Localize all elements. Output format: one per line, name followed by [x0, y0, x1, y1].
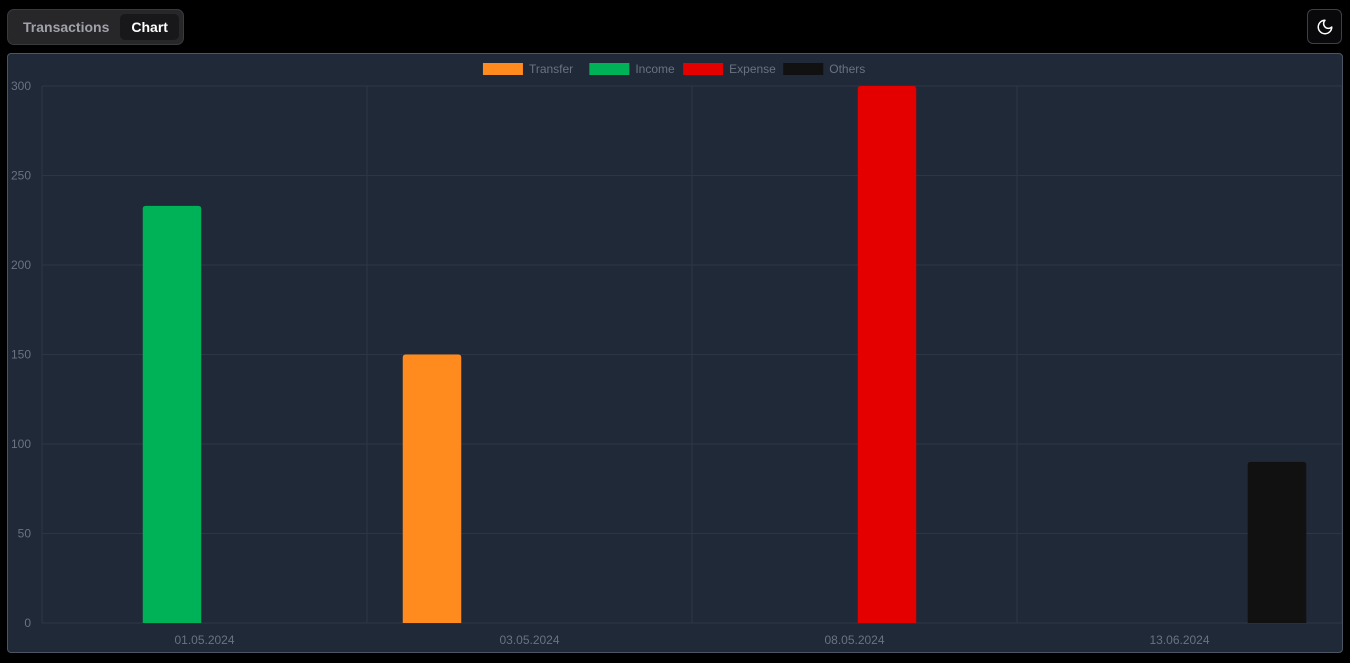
- legend-swatch-income[interactable]: [589, 63, 630, 75]
- bar-others[interactable]: [1247, 461, 1307, 623]
- bar-transfer[interactable]: [402, 354, 462, 624]
- x-axis-ticks: 01.05.2024 03.05.2024 08.05.2024 13.06.2024: [174, 633, 1209, 647]
- chart-panel: 0 50 100 150 200 250 300 01.05.2024 03.05.2024 0…: [7, 53, 1343, 653]
- bar-income[interactable]: [142, 205, 202, 623]
- legend-label-income[interactable]: Income: [635, 62, 675, 76]
- legend-swatch-others[interactable]: [783, 63, 824, 75]
- legend: Transfer Income Expense Others: [482, 62, 865, 76]
- y-tick-label: 250: [11, 169, 31, 183]
- y-axis-ticks: 0 50 100 150 200 250 300: [11, 79, 31, 630]
- moon-icon: [1317, 19, 1332, 34]
- legend-label-transfer[interactable]: Transfer: [529, 62, 573, 76]
- x-tick-label: 01.05.2024: [174, 633, 234, 647]
- x-tick-label: 03.05.2024: [499, 633, 559, 647]
- y-tick-label: 0: [24, 616, 31, 630]
- bars: [142, 86, 1307, 624]
- x-tick-label: 13.06.2024: [1149, 633, 1209, 647]
- y-tick-label: 150: [11, 348, 31, 362]
- legend-swatch-transfer[interactable]: [482, 63, 523, 75]
- y-tick-label: 300: [11, 79, 31, 93]
- x-tick-label: 08.05.2024: [824, 633, 884, 647]
- theme-toggle-button[interactable]: [1307, 9, 1342, 44]
- top-bar: Transactions Chart: [0, 0, 1350, 53]
- tab-transactions[interactable]: Transactions: [23, 19, 110, 35]
- y-tick-label: 200: [11, 258, 31, 272]
- legend-label-others[interactable]: Others: [829, 62, 865, 76]
- y-tick-label: 100: [11, 437, 31, 451]
- grid: [41, 85, 1342, 624]
- view-tabs: Transactions Chart: [7, 9, 184, 45]
- y-tick-label: 50: [18, 527, 32, 541]
- legend-label-expense[interactable]: Expense: [729, 62, 776, 76]
- bar-expense[interactable]: [857, 86, 917, 623]
- tab-chart[interactable]: Chart: [120, 14, 179, 40]
- legend-swatch-expense[interactable]: [683, 63, 724, 75]
